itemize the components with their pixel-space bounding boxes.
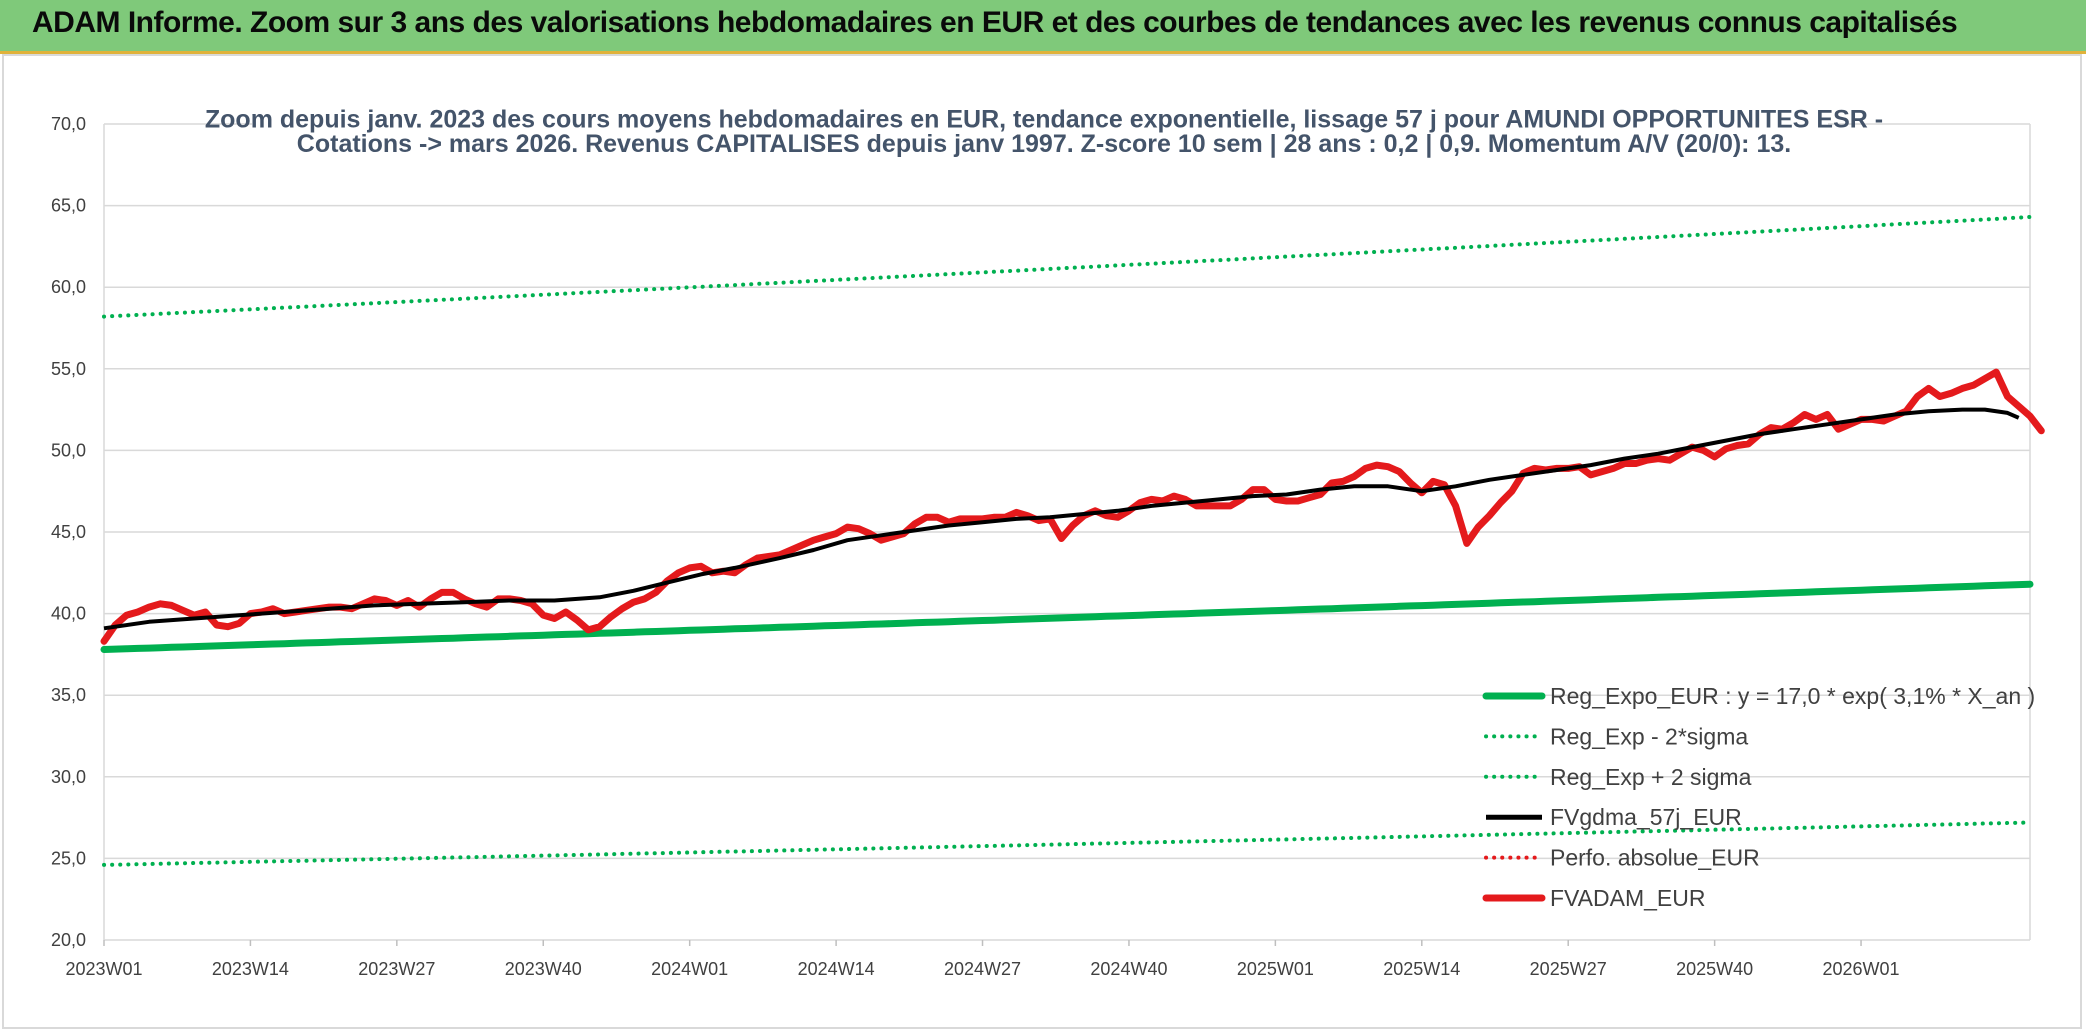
legend-label-2: Reg_Exp + 2 sigma (1550, 764, 1752, 790)
y-tick-label: 30,0 (51, 767, 86, 787)
x-tick-label: 2024W27 (944, 959, 1021, 979)
legend-label-3: FVgdma_57j_EUR (1550, 804, 1742, 830)
report-banner: ADAM Informe. Zoom sur 3 ans des valoris… (0, 0, 2086, 54)
legend-label-1: Reg_Exp - 2*sigma (1550, 723, 1748, 749)
chart-title-line-2: Cotations -> mars 2026. Revenus CAPITALI… (297, 130, 1791, 158)
y-tick-label: 45,0 (51, 522, 86, 542)
x-tick-label: 2023W14 (212, 959, 289, 979)
legend: Reg_Expo_EUR : y = 17,0 * exp( 3,1% * X_… (1482, 683, 2035, 911)
x-tick-label: 2024W40 (1090, 959, 1167, 979)
y-tick-label: 25,0 (51, 848, 86, 868)
y-tick-label: 60,0 (51, 277, 86, 297)
x-axis-ticks: 2023W01 2023W14 2023W27 2023W40 2024W01 2024W… (65, 940, 1900, 979)
legend-label-5: FVADAM_EUR (1550, 885, 1706, 911)
x-tick-label: 2025W14 (1383, 959, 1460, 979)
x-tick-label: 2025W40 (1676, 959, 1753, 979)
x-tick-label: 2025W27 (1530, 959, 1607, 979)
y-tick-label: 40,0 (51, 604, 86, 624)
chart-title-line-1: Zoom depuis janv. 2023 des cours moyens … (205, 106, 1883, 134)
legend-label-0: Reg_Expo_EUR : y = 17,0 * exp( 3,1% * X_… (1550, 683, 2035, 709)
x-tick-label: 2025W01 (1237, 959, 1314, 979)
series-line-3 (103, 407, 2020, 631)
series-line-1 (102, 820, 2032, 867)
y-axis-ticks: 20,0 25,0 30,0 35,0 40,0 45,0 50,0 55,0 60,0 65,0… (51, 114, 86, 950)
y-tick-label: 65,0 (51, 196, 86, 216)
y-tick-label: 70,0 (51, 114, 86, 134)
chart-frame (2, 54, 2082, 1029)
series-line-5 (100, 368, 2045, 645)
x-tick-label: 2023W40 (505, 959, 582, 979)
title-backdrop (252, 104, 1828, 166)
x-tick-label: 2026W01 (1823, 959, 1900, 979)
x-tick-label: 2023W01 (65, 959, 142, 979)
y-tick-label: 50,0 (51, 440, 86, 460)
x-tick-label: 2024W01 (651, 959, 728, 979)
x-tick-label: 2024W14 (798, 959, 875, 979)
series-line-0 (100, 580, 2034, 653)
y-tick-label: 35,0 (51, 685, 86, 705)
report-title: ADAM Informe. Zoom sur 3 ans des valoris… (32, 6, 1958, 39)
x-tick-label: 2023W27 (358, 959, 435, 979)
series-line-2 (102, 215, 2032, 319)
y-tick-label: 55,0 (51, 359, 86, 379)
series-layer (100, 215, 2045, 867)
y-tick-label: 20,0 (51, 930, 86, 950)
legend-label-4: Perfo. absolue_EUR (1550, 845, 1760, 871)
